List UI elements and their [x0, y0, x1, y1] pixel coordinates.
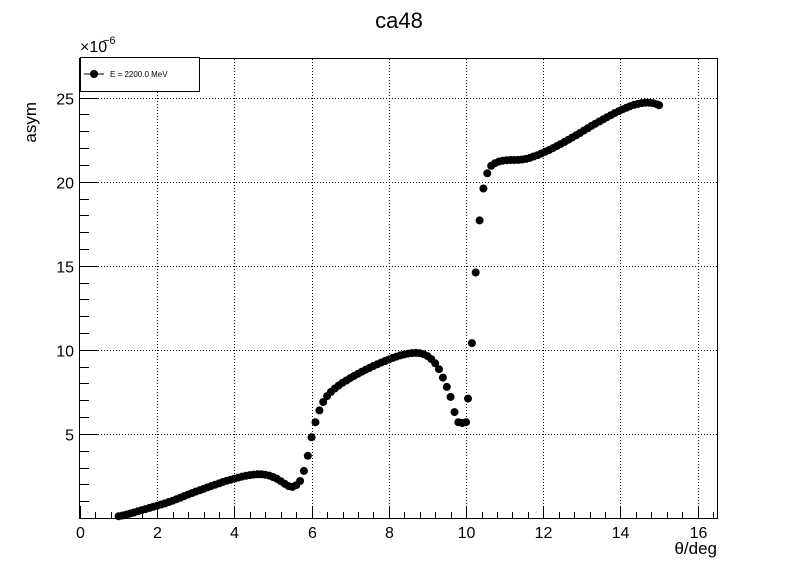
x-tick-label: 0: [76, 525, 85, 542]
grid-lines: [80, 59, 717, 518]
data-point: [450, 408, 459, 417]
x-tick-label: 8: [385, 525, 394, 542]
data-point: [479, 184, 488, 193]
data-point: [467, 339, 476, 348]
x-tick-label: 16: [690, 525, 708, 542]
data-point: [435, 365, 443, 374]
y-axis-label: asym: [21, 102, 40, 143]
data-point: [307, 433, 316, 442]
x-tick-label: 10: [458, 525, 476, 542]
y-tick-label: 5: [65, 428, 74, 445]
y-tick-label: 25: [56, 92, 74, 109]
x-axis-label: θ/deg: [674, 539, 717, 558]
data-point: [483, 169, 492, 178]
data-point: [296, 477, 305, 485]
data-point: [431, 359, 440, 368]
chart-title: ca48: [375, 8, 423, 33]
legend-marker: [90, 70, 98, 78]
data-point: [471, 268, 480, 277]
tick-labels: 0 2 4 6 8 10 12 14 16 5 10 15 20 25: [56, 92, 707, 543]
x-tick-label: 12: [535, 525, 553, 542]
data-point: [438, 373, 447, 382]
data-point: [303, 451, 312, 460]
y-exponent-base: ×10: [80, 39, 107, 56]
data-point: [655, 101, 664, 110]
data-point: [311, 418, 320, 427]
y-tick-label: 10: [56, 344, 74, 361]
data-points: [114, 98, 664, 521]
data-point: [442, 382, 451, 391]
legend: E = 2200.0 MeV: [80, 57, 200, 92]
data-point: [319, 398, 328, 406]
data-point: [315, 406, 324, 415]
x-tick-label: 6: [308, 525, 317, 542]
axis-ticks: [80, 64, 714, 518]
y-tick-label: 15: [56, 260, 74, 277]
data-point: [475, 216, 484, 225]
data-point: [464, 394, 472, 403]
data-point: [446, 392, 455, 401]
data-point: [299, 466, 308, 475]
legend-label: E = 2200.0 MeV: [110, 70, 168, 79]
plot-frame: [79, 58, 718, 519]
x-tick-label: 4: [230, 525, 239, 542]
y-exponent-power: −6: [103, 35, 116, 47]
y-tick-label: 20: [56, 176, 74, 193]
x-tick-label: 2: [153, 525, 162, 542]
x-tick-label: 14: [612, 525, 630, 542]
data-point: [462, 418, 471, 427]
